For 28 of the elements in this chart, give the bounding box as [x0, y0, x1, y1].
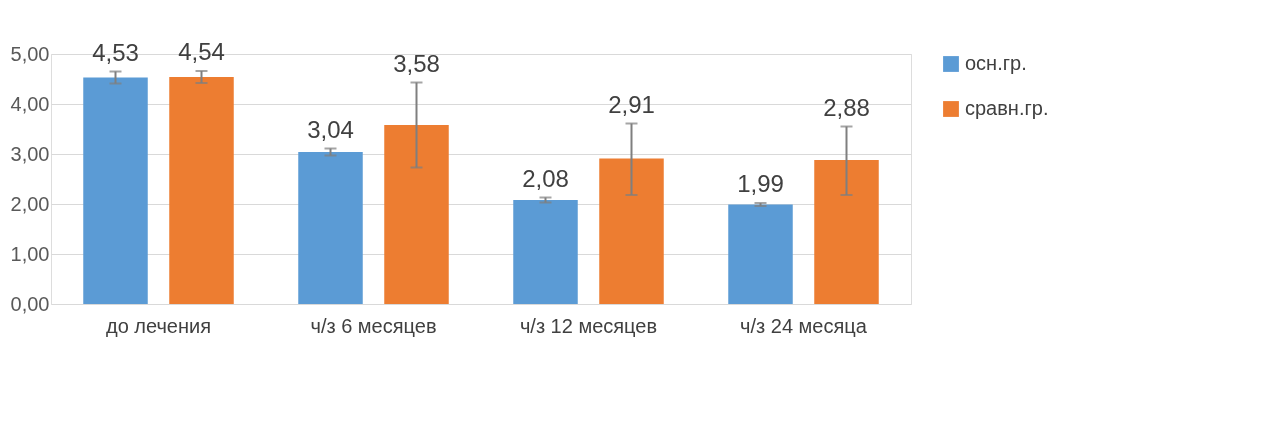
x-tick-label: до лечения: [105, 314, 212, 337]
data-label: 2,08: [522, 164, 569, 192]
data-label: 2,88: [823, 93, 870, 121]
x-tick-label: ч/з 12 месяцев: [519, 314, 658, 337]
bar: [384, 125, 449, 304]
data-label: 4,53: [92, 38, 139, 66]
y-tick-label: 0,00: [10, 292, 50, 315]
y-tick-label: 4,00: [10, 92, 50, 115]
y-tick-label: 3,00: [10, 142, 50, 165]
y-tick-label: 1,00: [10, 242, 50, 265]
bar: [599, 158, 664, 304]
bar: [83, 77, 148, 304]
data-label: 4,54: [178, 38, 225, 65]
data-label: 3,58: [393, 49, 440, 77]
data-label: 3,04: [307, 115, 354, 143]
y-tick-label: 5,00: [10, 42, 50, 65]
legend-label: осн.гр.: [965, 52, 1027, 74]
data-label: 2,91: [608, 90, 655, 118]
x-tick-label: ч/з 24 месяца: [740, 314, 868, 337]
y-tick-label: 2,00: [10, 192, 50, 215]
bar: [169, 77, 234, 304]
bar: [728, 204, 793, 304]
bar: [513, 200, 578, 304]
bar: [298, 152, 363, 304]
bar: [814, 160, 879, 304]
legend-label: сравн.гр.: [965, 97, 1049, 119]
data-label: 1,99: [737, 170, 784, 197]
x-tick-label: ч/з 6 месяцев: [310, 314, 437, 337]
